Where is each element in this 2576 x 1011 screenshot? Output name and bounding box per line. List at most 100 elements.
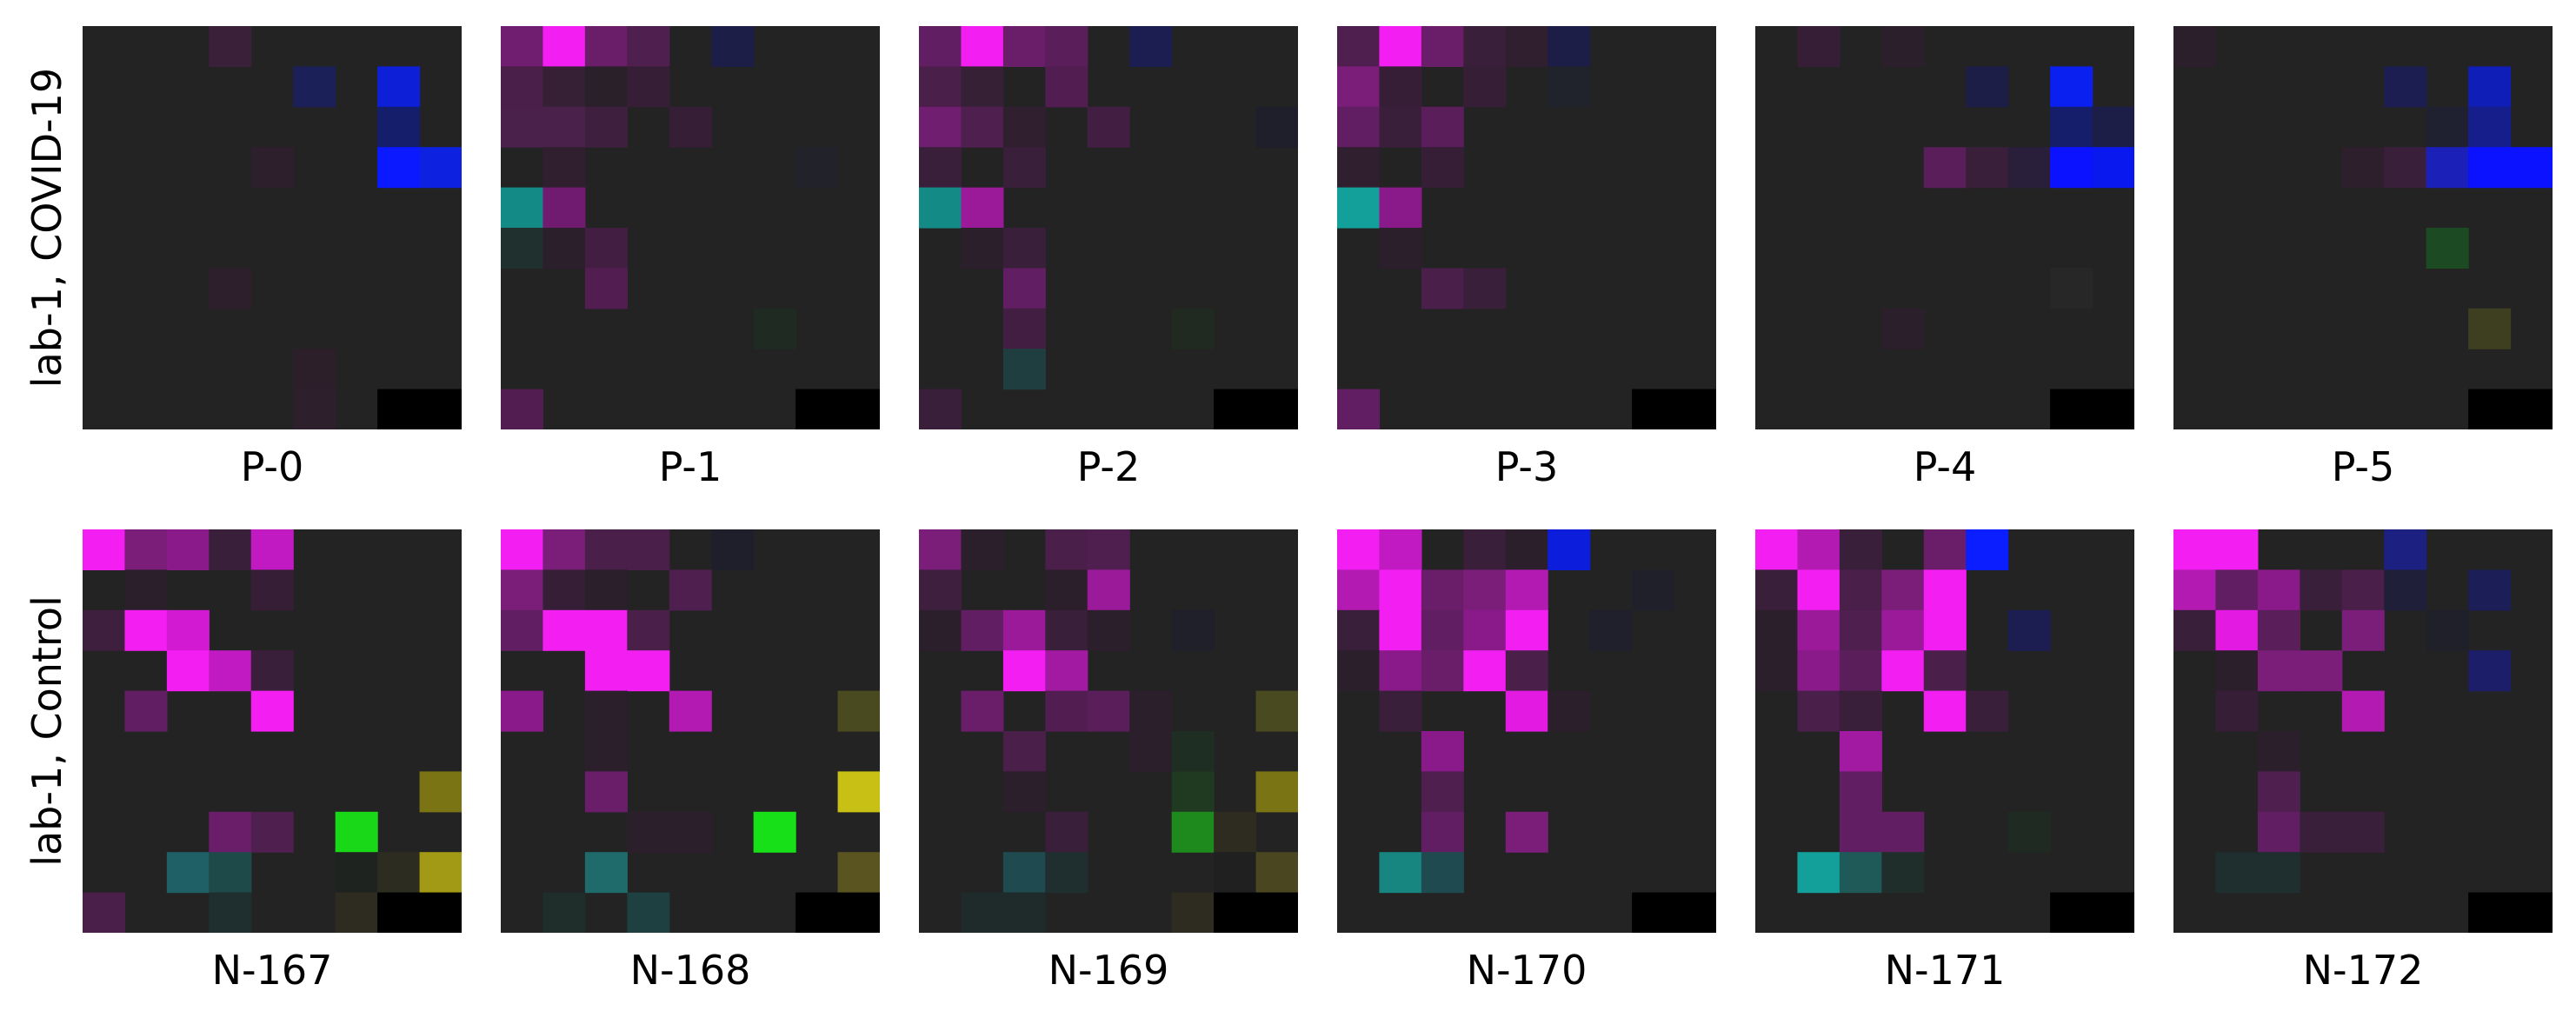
heatmap-cell [1379, 852, 1422, 894]
heatmap-cell [1421, 569, 1464, 611]
heatmap-cell [1548, 26, 1591, 67]
heatmap-cell [2257, 731, 2300, 772]
masked-cell [377, 892, 421, 933]
heatmap-cell [1002, 106, 1046, 148]
heatmap-cell [335, 852, 378, 894]
heatmap-cell [1002, 268, 1046, 309]
heatmap-cell [2050, 106, 2093, 148]
heatmap-cell [1045, 650, 1088, 692]
heatmap-cell [1881, 811, 1925, 853]
heatmap-cell [2257, 650, 2300, 692]
heatmap-cell [2215, 569, 2259, 611]
heatmap-cell [1421, 771, 1464, 813]
heatmap-cell [419, 771, 462, 813]
heatmap-cell [1839, 690, 1882, 732]
heatmap-cell [584, 771, 628, 813]
panel-title: P-3 [1494, 443, 1559, 490]
heatmap-cell [1045, 66, 1088, 108]
heatmap-cell [2007, 147, 2051, 189]
heatmap-cell [2384, 569, 2427, 611]
heatmap-cell [1797, 569, 1840, 611]
masked-cell [795, 892, 839, 933]
heatmap-cell [1463, 268, 1507, 309]
heatmap-svg [2173, 26, 2553, 429]
heatmap-cell [2341, 569, 2385, 611]
heatmap-cell [1839, 650, 1882, 692]
heatmap-cell [1548, 66, 1591, 108]
heatmap-cell [1839, 609, 1882, 651]
heatmap-cell [1379, 228, 1422, 269]
masked-cell [1674, 389, 1716, 429]
heatmap-cell [501, 66, 544, 108]
heatmap-cell [961, 690, 1004, 732]
heatmap-cell [1002, 147, 1046, 189]
heatmap-cell [1505, 26, 1548, 67]
heatmap-cell [1966, 66, 2009, 108]
heatmap-cell [1002, 26, 1046, 67]
heatmap-cell [1421, 26, 1464, 67]
heatmap-cell [166, 852, 210, 894]
masked-cell [377, 389, 421, 429]
heatmap-cell [1421, 811, 1464, 853]
heatmap-cell [627, 66, 670, 108]
heatmap-cell [2300, 811, 2343, 853]
heatmap-cell [209, 811, 252, 853]
masked-cell [795, 389, 839, 429]
heatmap-cell [1337, 106, 1381, 148]
heatmap-panel: N-171 [1755, 529, 2134, 990]
heatmap-panel: P-4 [1755, 26, 2134, 487]
heatmap-cell [627, 650, 670, 692]
panel-title: N-168 [629, 947, 751, 994]
heatmap-cell [584, 852, 628, 894]
heatmap-cell [1087, 690, 1130, 732]
heatmap-cell [1002, 731, 1046, 772]
heatmap-cell [166, 650, 210, 692]
heatmap-cell [1881, 26, 1925, 67]
masked-cell [2510, 389, 2553, 429]
heatmap-cell [1129, 690, 1173, 732]
heatmap-cell [627, 609, 670, 651]
masked-cell [1255, 892, 1298, 933]
heatmap-cell [1839, 852, 1882, 894]
heatmap-cell [1045, 569, 1088, 611]
heatmap-cell [501, 106, 544, 148]
heatmap-cell [166, 609, 210, 651]
heatmap-panel: P-1 [501, 26, 880, 487]
heatmap-cell [1255, 852, 1298, 894]
heatmap-cell [542, 569, 586, 611]
heatmap-cell [250, 650, 294, 692]
heatmap-cell [2215, 650, 2259, 692]
heatmap-cell [1421, 852, 1464, 894]
heatmap-cell [1337, 609, 1381, 651]
heatmap-cell [711, 26, 755, 67]
panel-title: P-0 [240, 443, 304, 490]
masked-cell [1632, 892, 1675, 933]
heatmap-cell [209, 268, 252, 309]
heatmap-panel: N-167 [83, 529, 462, 990]
heatmap-panel: N-168 [501, 529, 880, 990]
heatmap-cell [419, 852, 462, 894]
heatmap-cell [1923, 569, 1967, 611]
panel-title: P-4 [1913, 443, 1977, 490]
heatmap-cell [1505, 569, 1548, 611]
heatmap-cell [1923, 529, 1967, 570]
heatmap-cell [584, 66, 628, 108]
panel-title: N-171 [1884, 947, 2006, 994]
heatmap-cell [209, 529, 252, 570]
heatmap-cell [1548, 690, 1591, 732]
heatmap-cell [1171, 771, 1215, 813]
heatmap-panel: P-3 [1337, 26, 1716, 487]
heatmap-cell [2341, 690, 2385, 732]
heatmap-cell [1002, 892, 1046, 933]
heatmap-cell [919, 609, 962, 651]
heatmap-cell [293, 389, 336, 429]
heatmap-cell [1379, 66, 1422, 108]
heatmap-cell [124, 529, 168, 570]
heatmap-cell [1505, 650, 1548, 692]
heatmap-panel: N-169 [919, 529, 1298, 990]
heatmap-cell [1463, 609, 1507, 651]
heatmap-cell [919, 26, 962, 67]
heatmap-cell [1839, 771, 1882, 813]
heatmap-svg [2173, 529, 2553, 933]
heatmap-cell [293, 349, 336, 390]
